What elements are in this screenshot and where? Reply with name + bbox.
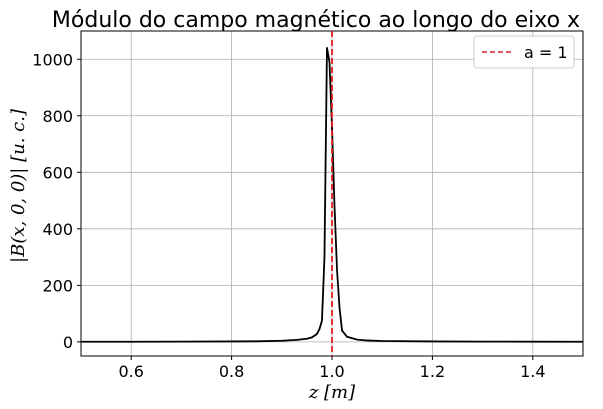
x-tick-label: 0.6	[118, 362, 143, 381]
x-tick-label: 1.2	[420, 362, 445, 381]
legend: a = 1	[473, 35, 575, 69]
y-tick-label: 200	[42, 276, 73, 295]
y-tick-label: 800	[42, 107, 73, 126]
legend-label-a1: a = 1	[524, 43, 568, 62]
y-ticks: 0 200 400 600 800 1000	[32, 50, 81, 352]
y-tick-label: 1000	[32, 50, 73, 69]
y-tick-label: 600	[42, 163, 73, 182]
x-tick-label: 1.4	[520, 362, 545, 381]
y-axis-label: |B(x, 0, 0)| [u. c.]	[8, 108, 29, 263]
x-tick-label: 0.8	[219, 362, 244, 381]
y-tick-label: 0	[63, 333, 73, 352]
x-axis-label: z [m]	[308, 382, 356, 403]
x-ticks: 0.6 0.8 1.0 1.2 1.4	[118, 356, 546, 381]
series-layer	[80, 31, 584, 356]
y-tick-label: 400	[42, 220, 73, 239]
chart-title: Módulo do campo magnético ao longo do ei…	[52, 8, 580, 33]
legend-box	[473, 35, 575, 69]
series-b-field-line	[80, 47, 584, 343]
x-tick-label: 1.0	[319, 362, 344, 381]
